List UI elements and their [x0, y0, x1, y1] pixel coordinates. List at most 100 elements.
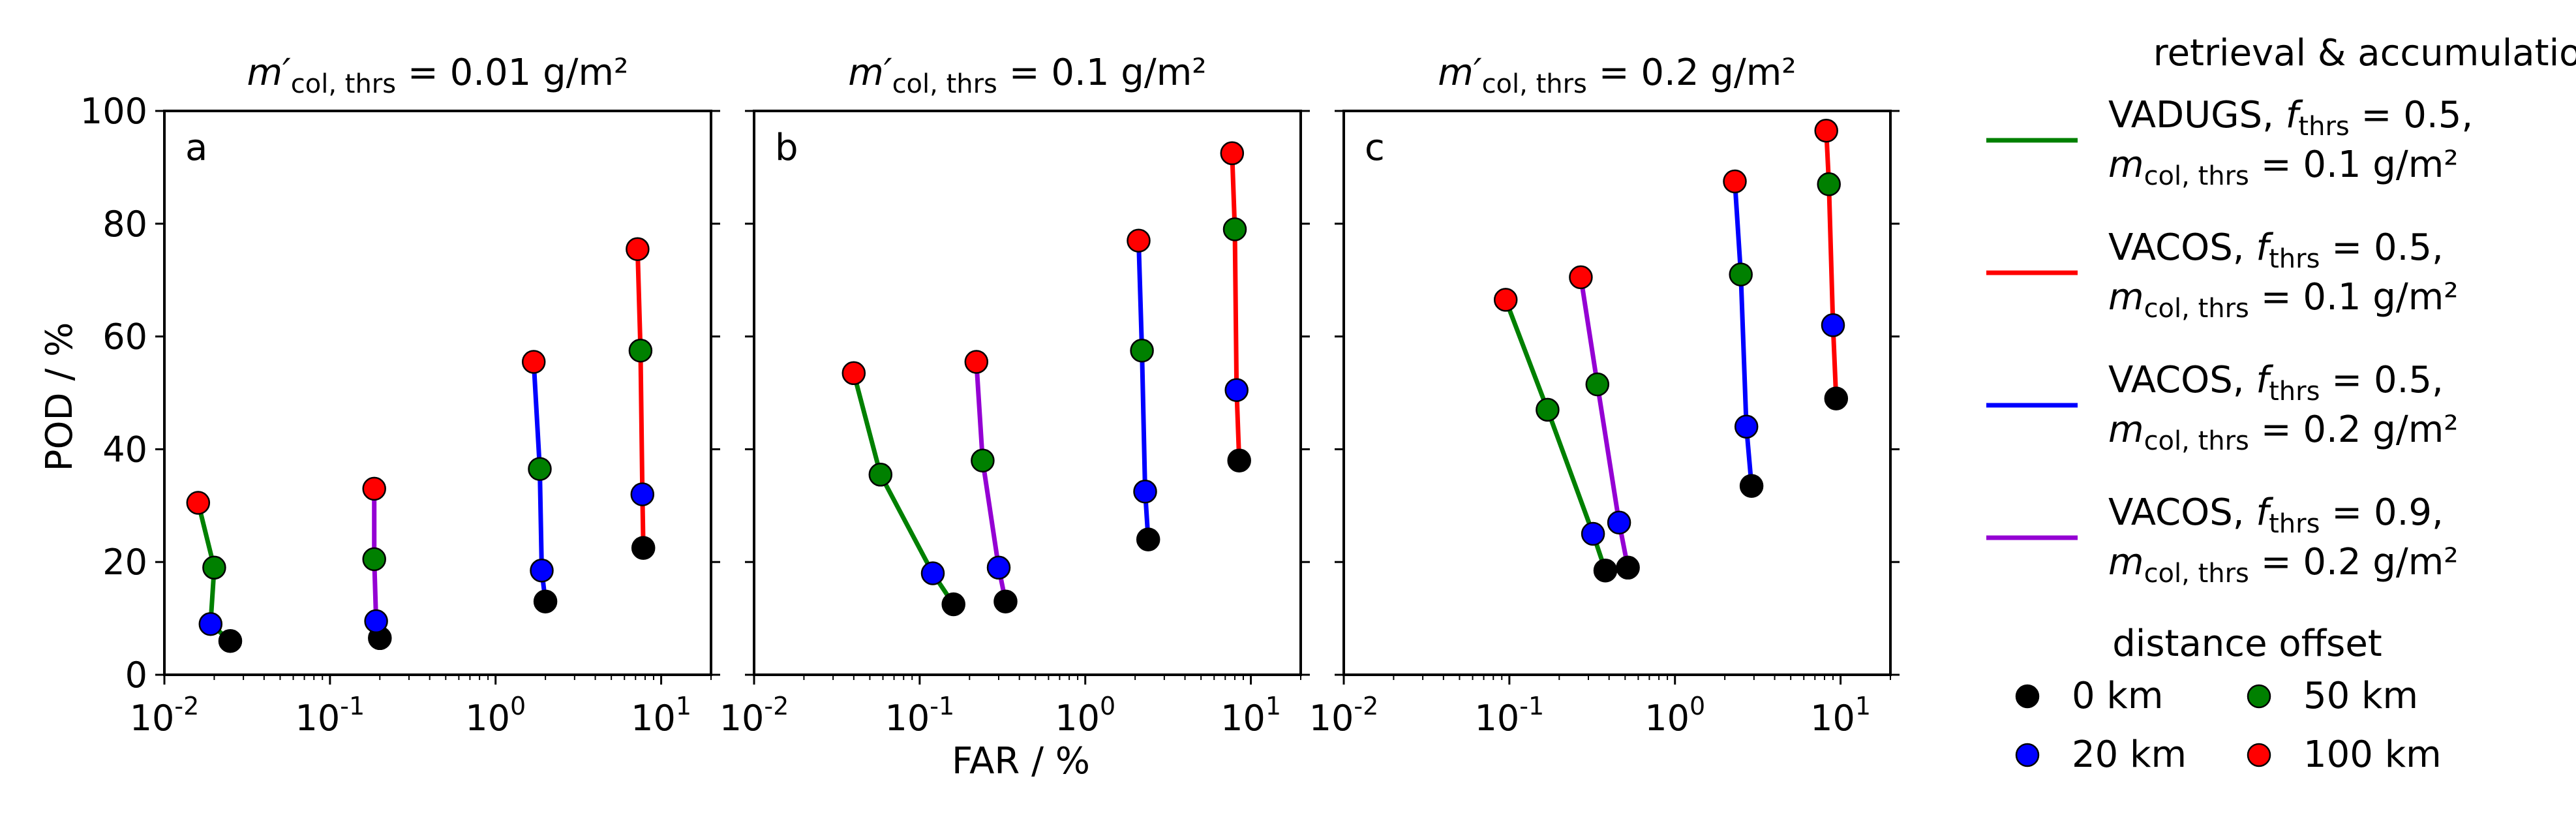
data-point	[1585, 372, 1610, 397]
legend-offset-marker	[2247, 743, 2271, 767]
y-tick-label: 40	[102, 429, 147, 470]
panel-c: m′col, thrs = 0.2 g/m² 10-2 10-1 100 101 c	[1309, 52, 1900, 739]
panel-a: m′col, thrs = 0.01 g/m² 0 20 40 60 80 100 10-2 1…	[80, 52, 720, 739]
data-point	[364, 609, 388, 634]
y-tick-label: 80	[102, 204, 147, 245]
series-line	[1733, 181, 1754, 486]
y-tick-label: 0	[125, 655, 147, 696]
series-line	[635, 249, 646, 548]
data-point	[1569, 265, 1593, 290]
data-point	[1127, 228, 1151, 253]
data-point	[186, 491, 211, 515]
data-point	[1222, 217, 1247, 241]
series-line	[1578, 277, 1631, 568]
x-tick-label: 101	[631, 692, 691, 739]
x-tick-label: 101	[1810, 692, 1871, 739]
data-point	[1536, 397, 1560, 422]
x-tick-label: 10-2	[130, 692, 200, 739]
panel-letter: b	[775, 127, 798, 169]
data-point	[631, 536, 656, 560]
legend-rule-label-line2: mcol, thrs = 0.1 g/m²	[2108, 144, 2459, 191]
series-line	[974, 362, 1008, 602]
x-tick-label: 100	[465, 692, 526, 739]
axes-frame	[1342, 110, 1892, 676]
data-point	[1227, 448, 1251, 472]
panel-title: m′col, thrs = 0.2 g/m²	[1438, 52, 1796, 99]
legend-rule-label-line2: mcol, thrs = 0.2 g/m²	[2108, 409, 2459, 456]
x-tick-label: 100	[1644, 692, 1705, 739]
legend-offset-label: 20 km	[2072, 734, 2187, 776]
series-line	[1230, 153, 1242, 461]
legend-offset-marker	[2247, 684, 2271, 709]
legend-rule-label-line1: VACOS, fthrs = 0.5,	[2108, 226, 2444, 274]
data-point	[1734, 414, 1759, 439]
legend-offset-marker	[2015, 684, 2040, 709]
panel-title: m′col, thrs = 0.01 g/m²	[247, 52, 628, 99]
x-tick-label: 10-1	[295, 692, 365, 739]
y-axis-label: POD / %	[38, 322, 81, 472]
data-point	[1824, 386, 1849, 410]
data-point	[202, 555, 226, 580]
legend-offset-label: 0 km	[2072, 675, 2163, 717]
series-line	[1136, 240, 1151, 540]
data-point	[1220, 141, 1245, 166]
data-point	[362, 476, 386, 501]
data-point	[1723, 169, 1747, 194]
legend-rule-title: retrieval & accumulation rule	[2153, 32, 2576, 74]
series-line	[531, 362, 548, 602]
data-point	[971, 448, 995, 472]
legend-offsets: 0 km 50 km 20 km 100 km	[2015, 675, 2442, 776]
data-point	[1729, 262, 1753, 286]
axes-frame	[753, 110, 1302, 676]
panel-letter: c	[1365, 127, 1385, 169]
panel-letter: a	[185, 127, 207, 169]
legend-offset-marker	[2015, 743, 2040, 767]
data-point	[1821, 313, 1845, 337]
data-point	[1493, 288, 1518, 312]
x-axis-label: FAR / %	[952, 740, 1090, 782]
data-point	[1593, 558, 1618, 583]
data-point	[1224, 378, 1249, 402]
x-tick-label: 10-1	[885, 692, 955, 739]
data-point	[628, 338, 653, 363]
legend: retrieval & accumulation rule VADUGS, ft…	[1986, 32, 2576, 776]
data-point	[964, 350, 989, 374]
series-line	[196, 502, 232, 643]
data-point	[521, 350, 546, 374]
legend-offset-title: distance offset	[2112, 623, 2382, 665]
legend-offset-label: 100 km	[2303, 734, 2442, 776]
x-tick-label: 10-2	[720, 692, 789, 739]
data-point	[1739, 474, 1764, 498]
data-point	[1136, 527, 1160, 551]
data-point	[868, 463, 893, 487]
legend-rules: VADUGS, fthrs = 0.5,mcol, thrs = 0.1 g/m…	[1986, 94, 2473, 589]
series-line	[851, 372, 956, 606]
y-tick-label: 60	[102, 317, 147, 358]
y-tick-label: 100	[80, 91, 147, 132]
data-point	[218, 628, 243, 653]
data-point	[986, 555, 1011, 580]
series-line	[1824, 131, 1839, 399]
data-point	[1616, 555, 1640, 580]
data-point	[1581, 521, 1605, 546]
data-point	[530, 558, 554, 583]
panel-b: m′col, thrs = 0.1 g/m² 10-2 10-1 100 101 b	[720, 52, 1310, 739]
data-point	[993, 589, 1018, 613]
series-line	[1503, 299, 1608, 572]
data-point	[198, 611, 223, 636]
x-tick-label: 10-2	[1309, 692, 1379, 739]
x-tick-label: 100	[1055, 692, 1115, 739]
legend-offset-label: 50 km	[2303, 675, 2418, 717]
data-point	[533, 589, 558, 613]
data-point	[920, 561, 945, 585]
legend-rule-label-line1: VACOS, fthrs = 0.5,	[2108, 359, 2444, 407]
data-point	[941, 592, 965, 617]
x-tick-label: 10-1	[1475, 692, 1545, 739]
data-point	[1133, 479, 1157, 504]
axes-frame	[163, 110, 712, 676]
y-tick-label: 20	[102, 542, 147, 583]
data-point	[1130, 338, 1154, 363]
legend-rule-label-line2: mcol, thrs = 0.1 g/m²	[2108, 276, 2459, 324]
data-point	[1607, 510, 1631, 534]
